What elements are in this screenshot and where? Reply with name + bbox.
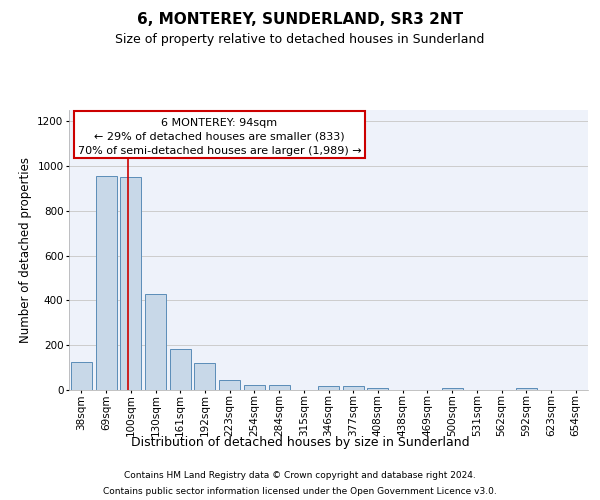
- Text: Size of property relative to detached houses in Sunderland: Size of property relative to detached ho…: [115, 32, 485, 46]
- Bar: [269, 385, 290, 390]
- Y-axis label: Number of detached properties: Number of detached properties: [19, 157, 32, 343]
- Text: Distribution of detached houses by size in Sunderland: Distribution of detached houses by size …: [131, 436, 469, 449]
- Bar: [95, 176, 116, 390]
- Bar: [318, 386, 339, 390]
- FancyBboxPatch shape: [74, 112, 365, 158]
- Text: 6, MONTEREY, SUNDERLAND, SR3 2NT: 6, MONTEREY, SUNDERLAND, SR3 2NT: [137, 12, 463, 28]
- Bar: [367, 388, 388, 390]
- Bar: [120, 177, 141, 390]
- Bar: [343, 386, 364, 390]
- Bar: [516, 388, 537, 390]
- Bar: [219, 380, 240, 390]
- Bar: [244, 385, 265, 390]
- Bar: [194, 363, 215, 390]
- Bar: [71, 362, 92, 390]
- Bar: [170, 348, 191, 390]
- Text: ← 29% of detached houses are smaller (833): ← 29% of detached houses are smaller (83…: [94, 132, 345, 142]
- Text: Contains public sector information licensed under the Open Government Licence v3: Contains public sector information licen…: [103, 486, 497, 496]
- Text: Contains HM Land Registry data © Crown copyright and database right 2024.: Contains HM Land Registry data © Crown c…: [124, 472, 476, 480]
- Text: 70% of semi-detached houses are larger (1,989) →: 70% of semi-detached houses are larger (…: [77, 146, 361, 156]
- Text: 6 MONTEREY: 94sqm: 6 MONTEREY: 94sqm: [161, 118, 278, 128]
- Bar: [442, 388, 463, 390]
- Bar: [145, 294, 166, 390]
